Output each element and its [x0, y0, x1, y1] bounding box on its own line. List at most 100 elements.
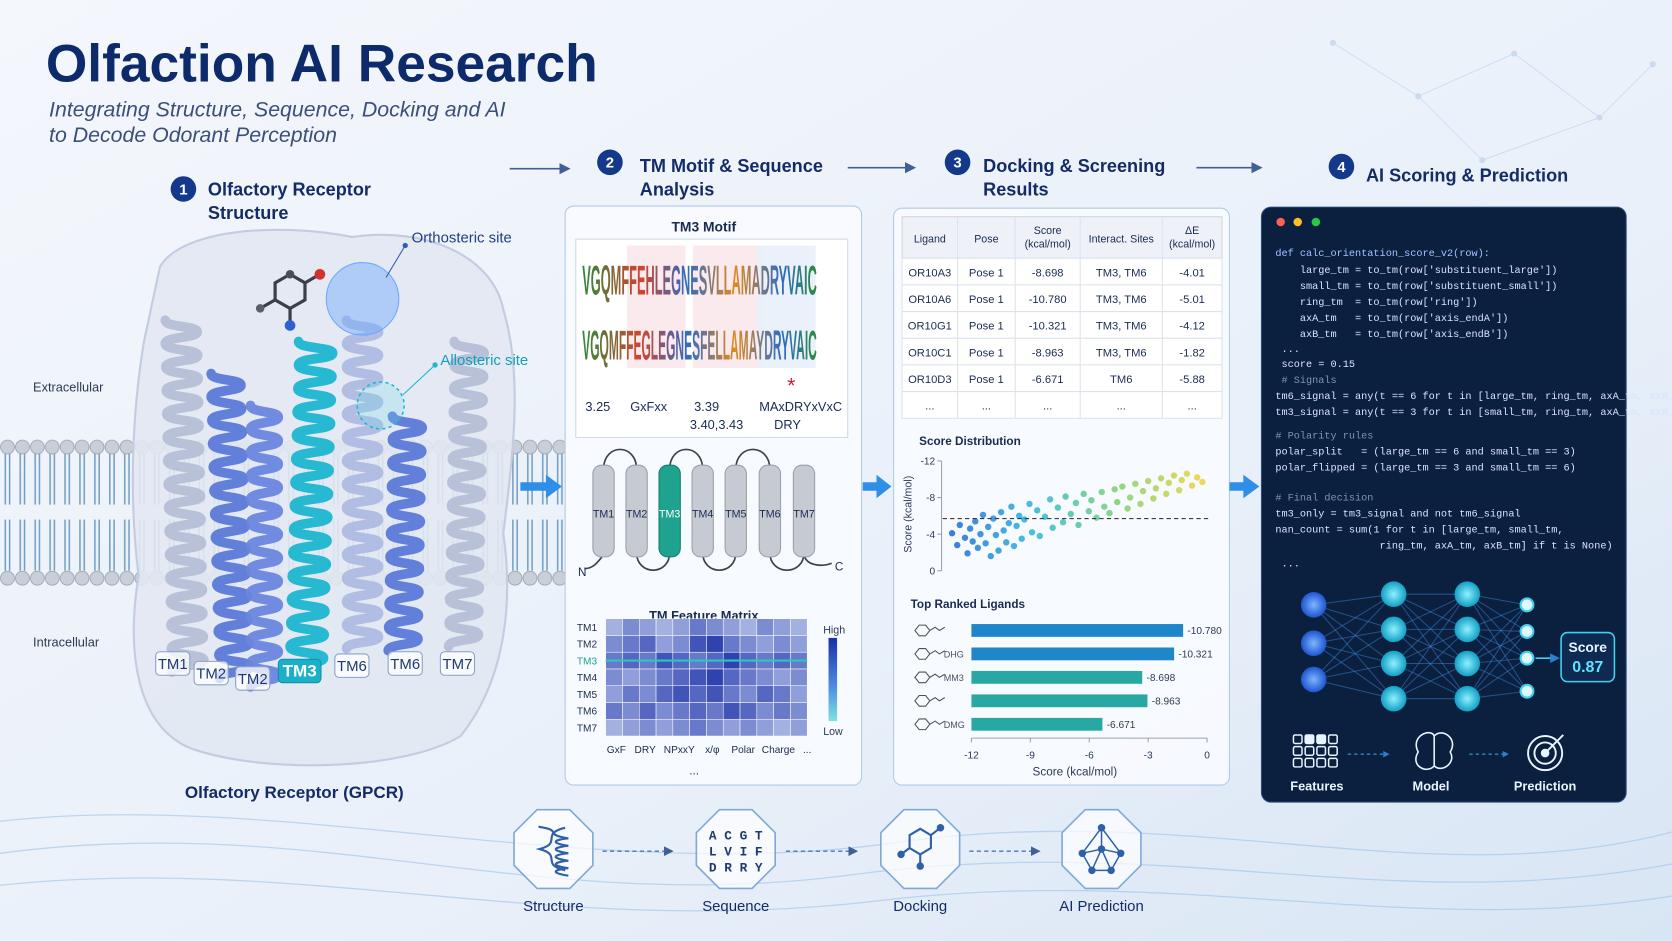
subtitle: to Decode Odorant Perception — [49, 123, 337, 147]
nn-edge — [1393, 593, 1468, 664]
scatter-point — [1046, 496, 1054, 503]
nn-edge — [1313, 593, 1394, 644]
scatter-point — [995, 547, 1002, 554]
heatmap-cell — [655, 685, 674, 703]
table-row — [901, 391, 1223, 419]
heatmap-cell — [689, 635, 707, 653]
nn-edge — [1313, 593, 1395, 680]
heatmap-cell — [790, 702, 808, 720]
heatmap-cell — [706, 685, 724, 703]
heatmap-cell — [605, 668, 623, 687]
orthosteric-site — [325, 262, 400, 336]
docking-icon — [900, 826, 942, 867]
scatter-point — [969, 538, 976, 545]
nn-node — [1519, 597, 1535, 613]
step-label: AI Scoring & Prediction — [1366, 166, 1568, 186]
table-cell: ... — [982, 401, 991, 413]
heatmap-cell — [638, 618, 657, 636]
heatmap-cell — [739, 635, 758, 653]
topology-helix — [792, 464, 816, 558]
topology-label: TM4 — [692, 508, 713, 520]
scatter-point — [982, 540, 989, 547]
structure-icon — [538, 825, 569, 877]
code-line: ring_tm = to_tm(row['ring']) — [1275, 297, 1477, 309]
table-cell: -5.88 — [1179, 374, 1205, 386]
nn-node — [1300, 666, 1327, 693]
nn-edge — [1313, 628, 1394, 644]
motif-label: 3.25 — [585, 399, 610, 414]
nn-node — [1380, 685, 1407, 712]
scatter-point — [1054, 504, 1062, 511]
scatter-point — [1199, 478, 1206, 486]
scatter-point — [990, 515, 997, 522]
table-cell: TM3, TM6 — [1096, 321, 1147, 333]
pipeline-label: AI Prediction — [1059, 898, 1144, 915]
scatter-point — [1126, 494, 1134, 501]
scatter-point — [1072, 499, 1080, 507]
table-header: (kcal/mol) — [1169, 239, 1215, 251]
nn-edge — [1393, 628, 1468, 700]
table-row — [901, 337, 1223, 366]
scatter-point — [997, 508, 1005, 516]
scatter-point — [1165, 479, 1173, 487]
feature-cell — [1292, 745, 1303, 756]
x-tick-label: -9 — [1026, 750, 1035, 761]
scatter-point — [1194, 474, 1201, 481]
scatter-point — [987, 552, 994, 560]
helices — [160, 315, 489, 692]
code-line: ... — [1275, 344, 1300, 356]
table-cell: Pose 1 — [969, 347, 1004, 359]
table-cell: -8.698 — [1032, 267, 1064, 279]
step-label: Olfactory Receptor — [208, 179, 371, 199]
scatter-point — [1036, 532, 1043, 540]
scatter-point — [1062, 493, 1069, 500]
motif-title: TM3 Motif — [671, 219, 736, 235]
ai-icon-edge — [1100, 827, 1122, 854]
tm-tag — [277, 658, 322, 684]
matrix-row-label: TM5 — [577, 690, 598, 701]
heatmap-cell — [672, 702, 690, 720]
stage-label: Prediction — [1514, 778, 1577, 793]
leader-line — [385, 245, 406, 278]
scatter-point — [1124, 505, 1131, 512]
ai-icon-node — [1116, 849, 1125, 858]
motif-label: 3.39 — [694, 399, 719, 414]
bar-value-label: -8.963 — [1152, 697, 1181, 708]
tm-tag — [235, 666, 271, 691]
scatter-point — [1111, 486, 1118, 493]
stage-icons — [1292, 731, 1564, 772]
matrix-row-label: TM2 — [577, 640, 598, 651]
ligand-glyph — [914, 694, 946, 707]
feature-cell — [1292, 734, 1303, 745]
matrix-row-label: TM1 — [577, 623, 598, 634]
topology-n: N — [578, 566, 586, 579]
nn-edge — [1313, 628, 1394, 680]
pipeline-label: Structure — [523, 898, 583, 915]
table-cell: ... — [925, 401, 934, 413]
scatter-point — [1144, 477, 1152, 485]
colorbar-low: Low — [823, 726, 843, 738]
ai-panel — [1260, 206, 1627, 803]
structure-caption: Olfactory Receptor (GPCR) — [185, 783, 404, 802]
nn-edge — [1466, 631, 1528, 700]
ligand-glyph — [914, 671, 946, 684]
ai-icon-node — [1097, 823, 1106, 832]
table-cell: -1.82 — [1179, 347, 1205, 359]
pipeline: Structure Sequence Docking AI Prediction A C… — [513, 808, 1144, 915]
ai-icon-node — [1078, 849, 1087, 858]
heatmap-cell — [689, 668, 707, 687]
scatter-point — [1152, 485, 1160, 492]
scatter-point — [1034, 507, 1041, 514]
heatmap-cell — [605, 635, 623, 653]
scatter-point — [1005, 519, 1013, 527]
nn-edge — [1313, 642, 1394, 700]
x-tick-label: -6 — [1085, 750, 1094, 761]
scatter-point — [1132, 480, 1139, 487]
nn-edge — [1393, 663, 1468, 700]
tm-tag-label: TM2 — [238, 671, 268, 688]
heatmap-cell — [739, 618, 758, 636]
scatter-point — [964, 550, 971, 557]
allosteric-site — [356, 381, 405, 430]
scatter-point — [972, 518, 979, 525]
matrix-row-label: TM4 — [577, 673, 598, 684]
